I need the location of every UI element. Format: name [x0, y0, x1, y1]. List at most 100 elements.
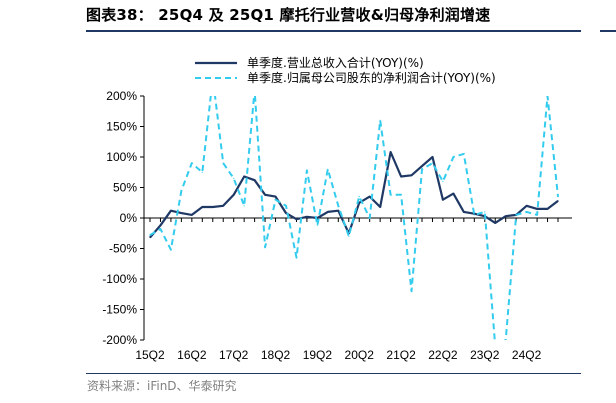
- data-point: [159, 228, 162, 230]
- data-point: [170, 249, 172, 251]
- x-tick-label: 22Q2: [428, 348, 458, 362]
- data-point: [358, 202, 360, 204]
- data-point: [431, 162, 434, 164]
- data-point: [463, 211, 465, 213]
- source-rule: [86, 373, 581, 374]
- data-point: [452, 193, 454, 195]
- data-point: [369, 196, 371, 198]
- data-point: [348, 235, 350, 237]
- y-tick-label: 100%: [106, 150, 137, 164]
- data-point: [191, 214, 193, 216]
- y-tick-label: 200%: [106, 89, 137, 103]
- x-tick-label: 17Q2: [219, 348, 249, 362]
- series-layer: [149, 77, 559, 347]
- data-point: [233, 177, 235, 179]
- data-point: [222, 205, 224, 207]
- data-point: [337, 205, 339, 207]
- data-point: [337, 210, 339, 212]
- data-point: [180, 190, 182, 192]
- data-point: [505, 215, 507, 217]
- data-point: [191, 162, 193, 164]
- y-tick-label: -100%: [102, 272, 137, 286]
- data-point: [410, 290, 413, 292]
- source-note: 资料来源：iFinD、华泰研究: [87, 379, 237, 393]
- data-point: [421, 168, 423, 170]
- data-point: [243, 205, 245, 207]
- legend-label-1: 单季度.营业总收入合计(YOY)(%): [247, 55, 424, 70]
- data-point: [463, 153, 465, 155]
- data-point: [180, 212, 182, 214]
- data-point: [222, 162, 224, 164]
- data-point: [254, 89, 255, 90]
- data-point: [400, 175, 402, 178]
- data-point: [442, 199, 444, 201]
- data-point: [274, 196, 277, 198]
- data-point: [557, 200, 559, 202]
- data-point: [149, 236, 151, 239]
- data-point: [243, 175, 245, 178]
- data-point: [369, 217, 371, 219]
- data-point: [295, 257, 298, 259]
- x-tick-label: 21Q2: [386, 348, 416, 362]
- data-point: [557, 196, 559, 198]
- legend: 单季度.营业总收入合计(YOY)(%)单季度.归属母公司股东的净利润合计(YOY…: [195, 55, 496, 85]
- data-point: [327, 211, 329, 213]
- data-point: [421, 165, 423, 167]
- y-tick-label: 0%: [120, 211, 138, 225]
- data-point: [473, 214, 475, 216]
- series-line-2: [149, 96, 559, 340]
- data-point: [358, 196, 360, 198]
- data-point: [201, 206, 203, 208]
- data-point: [526, 205, 528, 207]
- data-point: [274, 199, 277, 201]
- data-point: [379, 119, 381, 121]
- y-axis: 200% 150% 100% 50% 0% -50% -100% -150% -200%: [102, 89, 145, 347]
- x-tick-label: 19Q2: [303, 348, 333, 362]
- data-point: [233, 194, 235, 196]
- data-point: [170, 210, 172, 212]
- data-point: [212, 77, 213, 78]
- y-tick-label: -150%: [102, 303, 137, 317]
- x-tick-label: 15Q2: [135, 348, 165, 362]
- data-point: [400, 194, 402, 196]
- data-point: [515, 214, 517, 216]
- data-point: [149, 234, 151, 236]
- data-point: [546, 96, 549, 97]
- data-point: [201, 171, 203, 173]
- data-point: [442, 180, 444, 182]
- data-point: [390, 151, 392, 153]
- data-point: [379, 206, 381, 208]
- data-point: [306, 216, 308, 218]
- data-point: [546, 208, 549, 210]
- data-point: [494, 222, 496, 224]
- data-point: [285, 212, 287, 214]
- data-point: [327, 168, 329, 170]
- edge-rule: [600, 30, 616, 32]
- data-point: [431, 156, 434, 158]
- y-tick-label: 50%: [113, 181, 137, 195]
- data-point: [254, 179, 256, 181]
- data-point: [306, 169, 308, 171]
- title-rule: [86, 30, 581, 32]
- x-tick-label: 20Q2: [345, 348, 375, 362]
- data-point: [390, 194, 392, 196]
- x-tick-label: 16Q2: [177, 348, 207, 362]
- data-point: [316, 217, 318, 219]
- data-point: [212, 206, 214, 208]
- data-point: [295, 218, 298, 220]
- data-point: [536, 214, 538, 216]
- data-point: [536, 208, 538, 210]
- data-point: [505, 339, 507, 340]
- x-tick-label: 18Q2: [261, 348, 291, 362]
- data-point: [452, 156, 454, 158]
- data-point: [495, 346, 496, 347]
- legend-label-2: 单季度.归属母公司股东的净利润合计(YOY)(%): [247, 70, 496, 85]
- data-point: [159, 224, 162, 226]
- x-axis: 15Q2 16Q2 17Q2 18Q2 19Q2 20Q2 21Q2 22Q2 23Q2 24Q2: [135, 217, 572, 362]
- data-point: [410, 174, 413, 176]
- x-tick-label: 23Q2: [470, 348, 500, 362]
- y-tick-label: -50%: [109, 242, 137, 256]
- y-tick-label: -200%: [102, 333, 137, 347]
- data-point: [264, 246, 266, 248]
